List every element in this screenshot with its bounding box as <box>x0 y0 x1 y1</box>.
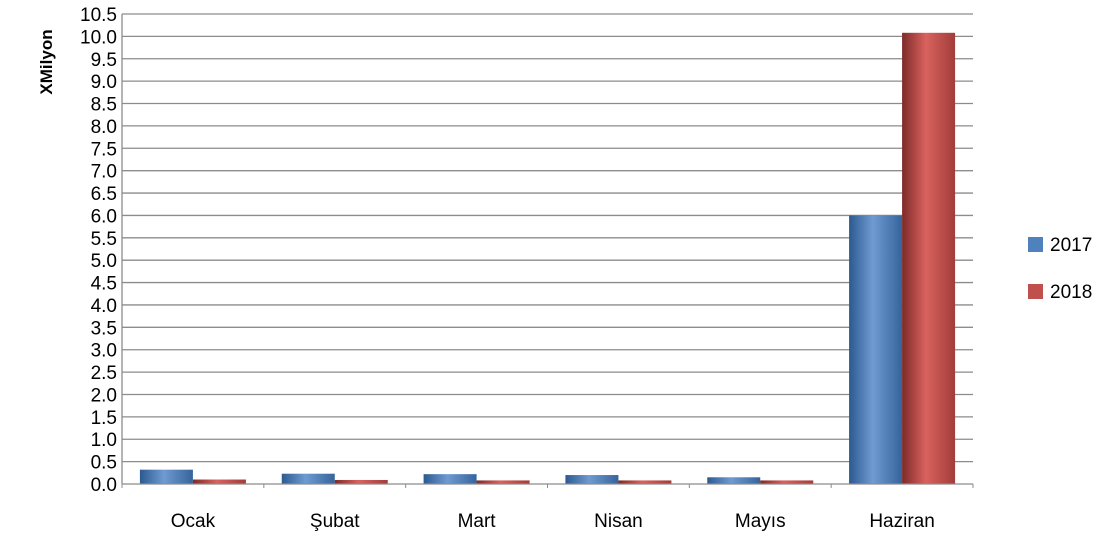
y-tick-label: 1.5 <box>91 408 117 429</box>
legend-label-2017: 2017 <box>1050 235 1092 256</box>
y-tick-labels: 0.00.51.01.52.02.53.03.54.04.55.05.56.06… <box>80 5 117 496</box>
y-tick-label: 3.5 <box>91 318 117 339</box>
x-tick-label: Nisan <box>594 511 643 532</box>
axes <box>121 14 974 488</box>
legend: 2017 2018 <box>1028 235 1092 303</box>
y-tick-label: 0.5 <box>91 453 117 474</box>
y-tick-label: 2.5 <box>91 363 117 384</box>
y-tick-label: 1.0 <box>91 430 117 451</box>
bar-2017-Ocak <box>139 469 193 484</box>
bar-2018-Ocak <box>192 479 246 484</box>
bar-2017-Mayıs <box>707 477 761 484</box>
gridlines <box>122 13 973 463</box>
legend-swatch-2017 <box>1028 237 1043 252</box>
x-tick-label: Şubat <box>310 511 360 532</box>
y-tick-label: 7.5 <box>91 139 117 160</box>
y-tick-label: 4.0 <box>91 296 117 317</box>
y-tick-label: 3.0 <box>91 341 117 362</box>
y-tick-label: 5.0 <box>91 251 117 272</box>
y-tick-label: 7.0 <box>91 162 117 183</box>
y-tick-label: 8.5 <box>91 95 117 116</box>
legend-label-2018: 2018 <box>1050 282 1092 303</box>
bar-2017-Nisan <box>565 475 619 484</box>
y-tick-label: 9.5 <box>91 50 117 71</box>
x-tick-label: Ocak <box>171 511 216 532</box>
x-tick-label: Haziran <box>869 511 934 532</box>
legend-swatch-2018 <box>1028 284 1043 299</box>
bar-2018-Nisan <box>618 480 672 484</box>
y-tick-label: 6.5 <box>91 184 117 205</box>
bar-2017-Haziran <box>849 215 903 484</box>
bars <box>139 32 956 485</box>
x-tick-labels: Ocak Şubat Mart Nisan Mayıs Haziran <box>171 511 935 532</box>
y-tick-label: 8.0 <box>91 117 117 138</box>
x-tick-label: Mart <box>458 511 497 532</box>
bar-2018-Mayıs <box>760 480 814 484</box>
y-tick-label: 10.5 <box>80 5 117 26</box>
bar-2017-Mart <box>423 474 477 484</box>
x-tick-label: Mayıs <box>735 511 786 532</box>
y-tick-label: 9.0 <box>91 72 117 93</box>
bar-2018-Mart <box>476 480 530 484</box>
y-tick-label: 0.0 <box>91 475 117 496</box>
y-axis-label: XMilyon <box>37 29 56 94</box>
bar-2018-Şubat <box>334 479 388 484</box>
bar-2018-Haziran <box>902 32 956 485</box>
y-tick-label: 2.0 <box>91 385 117 406</box>
y-tick-label: 6.0 <box>91 206 117 227</box>
y-tick-label: 5.5 <box>91 229 117 250</box>
y-tick-label: 4.5 <box>91 274 117 295</box>
bar-2017-Şubat <box>281 473 335 484</box>
y-tick-label: 10.0 <box>80 27 117 48</box>
